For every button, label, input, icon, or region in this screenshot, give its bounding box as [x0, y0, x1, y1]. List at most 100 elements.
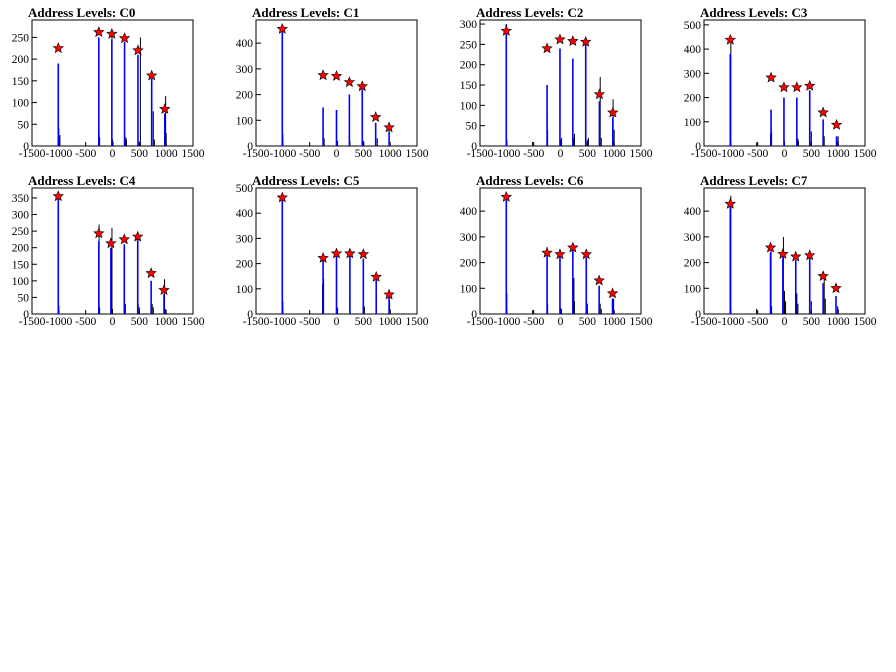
x-tick-label: -1500	[691, 148, 718, 160]
y-tick-label: 200	[460, 60, 478, 72]
chart-panel-0: Address Levels: C0 0 50 100 150 200 250 -1500 -1…	[0, 0, 224, 168]
x-tick-label: 1500	[630, 316, 653, 328]
x-tick-label: -1500	[19, 148, 46, 160]
y-tick-label: 500	[684, 20, 702, 32]
x-tick-label: 1000	[155, 316, 178, 328]
y-tick-label: 400	[460, 206, 478, 218]
x-tick-label: -1000	[717, 316, 744, 328]
y-tick-label: 200	[236, 90, 254, 102]
peak-star-marker	[145, 267, 157, 279]
x-tick-label: -1500	[467, 148, 494, 160]
chart-title: Address Levels: C6	[476, 173, 584, 188]
chart-panel-2: Address Levels: C2 0 50 100 150 200 250 300 -150…	[448, 0, 672, 168]
peak-star-marker	[330, 70, 343, 81]
x-tick-label: 1000	[603, 316, 626, 328]
x-tick-label: 1000	[827, 148, 850, 160]
peak-star-marker	[567, 35, 579, 46]
x-tick-label: 0	[110, 316, 116, 328]
peak-star-marker	[541, 246, 553, 258]
chart-svg-4: Address Levels: C4 0 50 100 150 200 250 300 350 -…	[12, 173, 205, 328]
x-tick-label: -1000	[269, 148, 296, 160]
x-tick-label: 1500	[854, 316, 877, 328]
y-tick-label: 500	[236, 183, 254, 195]
y-tick-label: 400	[236, 38, 254, 50]
chart-title: Address Levels: C1	[252, 5, 359, 20]
peak-star-marker	[554, 33, 566, 45]
chart-panel-5: Address Levels: C5 0 100 200 300 400 500 -1500-…	[224, 168, 448, 336]
y-tick-label: 100	[12, 98, 30, 110]
peak-star-marker	[93, 26, 105, 38]
peak-star-marker	[159, 103, 171, 114]
y-tick-label: 350	[12, 193, 30, 205]
x-tick-label: 500	[131, 316, 149, 328]
peak-star-marker	[593, 274, 605, 286]
peak-star-marker	[276, 191, 289, 203]
peak-star-marker	[344, 247, 356, 259]
peak-star-marker	[790, 250, 802, 262]
chart-panel-7: Address Levels: C7 0 100 200 300 400 -1500 -100…	[672, 168, 896, 336]
y-tick-label: 400	[684, 206, 702, 218]
peak-star-marker	[765, 71, 777, 83]
chart-svg-0: Address Levels: C0 0 50 100 150 200 250 -1500 -1…	[12, 5, 205, 160]
x-tick-label: 0	[558, 148, 564, 160]
peak-star-marker	[330, 247, 343, 259]
peak-star-marker	[343, 76, 356, 88]
y-tick-label: 0	[471, 141, 477, 153]
y-tick-label: 100	[460, 100, 478, 112]
y-tick-label: 250	[460, 39, 478, 51]
y-tick-label: 200	[684, 93, 702, 105]
peak-star-marker	[158, 284, 170, 295]
x-tick-label: -1000	[45, 148, 72, 160]
y-tick-label: 0	[471, 309, 477, 321]
chart-panel-3: Address Levels: C3 0 100 200 300 400 500 -1500-…	[672, 0, 896, 168]
x-tick-label: 1000	[379, 148, 402, 160]
y-tick-label: 0	[695, 309, 701, 321]
y-tick-label: 100	[460, 283, 478, 295]
x-tick-label: 0	[110, 148, 116, 160]
chart-title: Address Levels: C2	[476, 5, 583, 20]
peak-star-marker	[554, 248, 566, 260]
x-tick-label: -1500	[691, 316, 718, 328]
x-tick-label: 1000	[155, 148, 178, 160]
y-tick-label: 50	[18, 119, 30, 131]
y-tick-label: 300	[460, 19, 478, 31]
chart-title: Address Levels: C0	[28, 5, 135, 20]
y-tick-label: 100	[12, 276, 30, 288]
x-tick-label: 500	[579, 148, 597, 160]
peak-star-marker	[500, 191, 513, 202]
peak-star-marker	[132, 230, 144, 242]
peak-star-marker	[383, 288, 395, 300]
y-tick-label: 300	[684, 68, 702, 80]
y-tick-label: 0	[23, 309, 29, 321]
peak-star-marker	[132, 44, 144, 56]
peak-star-marker	[804, 249, 816, 261]
x-tick-label: -1500	[467, 316, 494, 328]
peak-star-marker	[567, 241, 579, 253]
address-levels-grid: Address Levels: C0 0 50 100 150 200 250 -1500 -1…	[0, 0, 896, 336]
peak-star-marker	[606, 287, 619, 299]
x-tick-label: 1500	[406, 316, 429, 328]
y-tick-label: 400	[684, 44, 702, 56]
y-tick-label: 300	[236, 64, 254, 76]
peak-star-marker	[724, 197, 737, 209]
peak-star-marker	[370, 270, 382, 282]
x-tick-label: 1500	[182, 148, 205, 160]
x-tick-label: -500	[523, 148, 544, 160]
x-tick-label: -1500	[243, 148, 270, 160]
y-tick-label: 200	[684, 258, 702, 270]
peak-star-marker	[500, 24, 513, 36]
chart-title: Address Levels: C5	[252, 173, 360, 188]
peak-star-marker	[145, 69, 158, 81]
peak-star-marker	[105, 237, 117, 249]
y-tick-label: 0	[247, 309, 253, 321]
chart-panel-4: Address Levels: C4 0 50 100 150 200 250 300 350 -…	[0, 168, 224, 336]
x-tick-label: 500	[355, 316, 373, 328]
peak-star-marker	[383, 121, 395, 133]
peak-star-marker	[317, 252, 329, 263]
x-tick-label: -1500	[19, 316, 46, 328]
peak-star-marker	[607, 106, 619, 118]
x-tick-label: 500	[355, 148, 373, 160]
x-tick-label: 1000	[827, 316, 850, 328]
chart-title: Address Levels: C3	[700, 5, 808, 20]
peak-star-marker	[106, 27, 118, 39]
